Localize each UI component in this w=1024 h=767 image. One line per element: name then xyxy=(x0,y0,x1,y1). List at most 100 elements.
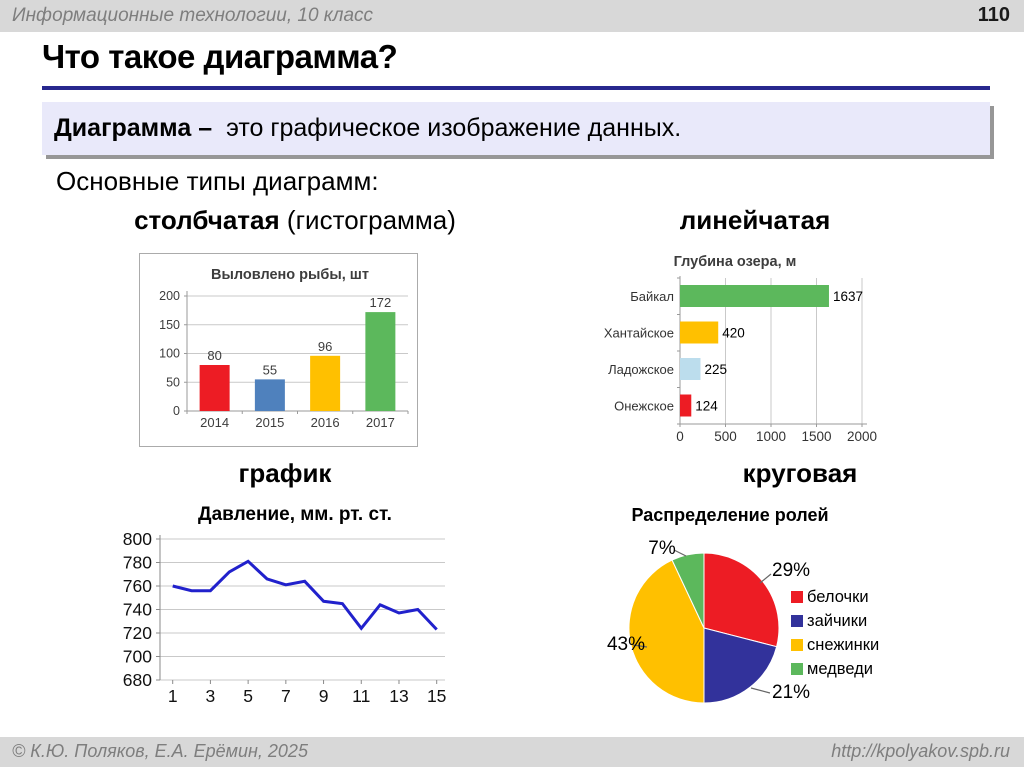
x-tick-label: 15 xyxy=(427,686,446,706)
bar-value-label: 96 xyxy=(318,339,332,354)
chart-title: Распределение ролей xyxy=(631,505,828,525)
x-tick-label: 2014 xyxy=(200,415,229,430)
x-tick-label: 1000 xyxy=(756,429,786,444)
y-tick-label: 780 xyxy=(123,553,152,573)
legend-label: снежинки xyxy=(807,636,879,654)
footer-bar: © К.Ю. Поляков, Е.А. Ерёмин, 2025 http:/… xyxy=(0,737,1024,767)
legend-swatch-зайчики xyxy=(791,615,803,627)
chart-canvas: 0 50 100 150 200 80 2014 55 2015 96 2016 172 2017 Выл… xyxy=(159,267,409,430)
chart-title: Глубина озера, м xyxy=(674,254,797,270)
legend-label: зайчики xyxy=(807,612,867,630)
bar-Ладожское xyxy=(680,358,701,380)
legend-swatch-белочки xyxy=(791,591,803,603)
bar-Онежское xyxy=(680,394,692,417)
x-tick-label: 500 xyxy=(714,429,737,444)
y-tick-label: 0 xyxy=(173,404,180,418)
bar-2015 xyxy=(254,379,285,411)
legend-swatch-снежинки xyxy=(791,639,803,651)
y-tick-label: 800 xyxy=(123,529,152,549)
definition-text: это графическое изображение данных. xyxy=(226,114,682,142)
bar-value-label: 80 xyxy=(207,348,221,363)
bar-2017 xyxy=(365,312,396,411)
label-pie-type: круговая xyxy=(742,458,858,488)
definition-box: Диаграмма – это графическое изображение да… xyxy=(42,102,990,155)
label-hbar-type: линейчатая xyxy=(679,205,831,235)
y-tick-label: 150 xyxy=(159,318,180,332)
chart-title: Давление, мм. рт. ст. xyxy=(198,504,392,525)
course-title: Информационные технологии, 10 класс xyxy=(12,5,374,26)
chart-canvas: 0 500 1000 1500 2000 Байкал 1637 Хантайское 420 Л… xyxy=(604,254,877,444)
chart-canvas: 29% 21% 43% 7% белочки зайчики снежинки медведи… xyxy=(607,505,879,704)
bar-value-label: 225 xyxy=(704,362,727,377)
category-label: Ладожское xyxy=(608,362,674,377)
bar-Хантайское xyxy=(680,321,719,344)
bar-2016 xyxy=(310,355,341,411)
category-label: Байкал xyxy=(630,289,674,304)
x-tick-label: 1500 xyxy=(801,429,831,444)
x-tick-label: 2000 xyxy=(847,429,877,444)
x-tick-label: 3 xyxy=(206,686,216,706)
x-tick-label: 2017 xyxy=(366,415,395,430)
chart-title: Выловлено рыбы, шт xyxy=(211,267,369,283)
legend-swatch-медведи xyxy=(791,663,803,675)
bar-2014 xyxy=(199,365,230,411)
y-tick-label: 50 xyxy=(166,375,180,389)
y-tick-label: 700 xyxy=(123,647,152,667)
x-tick-label: 2015 xyxy=(255,415,284,430)
x-tick-label: 5 xyxy=(243,686,253,706)
pie-chart-roles: 29% 21% 43% 7% белочки зайчики снежинки медведи… xyxy=(565,498,985,716)
title-underline xyxy=(42,86,990,90)
y-tick-label: 740 xyxy=(123,600,152,620)
page-title: Что такое диаграмма? xyxy=(42,38,398,75)
footer-site-link[interactable]: http://kpolyakov.spb.ru xyxy=(831,741,1010,761)
label-leader-line xyxy=(673,549,687,557)
label-bar-type: столбчатая (гистограмма) xyxy=(60,205,530,236)
definition-dash: – xyxy=(198,114,213,142)
header-bar: Информационные технологии, 10 класс 110 xyxy=(0,0,1024,32)
footer-copyright: © К.Ю. Поляков, Е.А. Ерёмин, 2025 xyxy=(12,741,308,761)
label-bar-type-note: (гистограмма) xyxy=(286,205,456,235)
legend-label: медведи xyxy=(807,660,873,678)
bar-value-label: 1637 xyxy=(833,289,863,304)
label-line-type: график xyxy=(238,458,332,488)
hbar-chart-lakes: 0 500 1000 1500 2000 Байкал 1637 Хантайское 420 Л… xyxy=(585,248,885,450)
bar-value-label: 420 xyxy=(722,325,745,340)
line-chart-pressure: 680 700 720 740 760 780 800 1 3 5 7 9 11 13 15 Давление… xyxy=(100,496,480,714)
x-tick-label: 1 xyxy=(168,686,178,706)
y-tick-label: 720 xyxy=(123,623,152,643)
category-label: Хантайское xyxy=(604,325,674,340)
x-tick-label: 9 xyxy=(319,686,329,706)
y-tick-label: 200 xyxy=(159,289,180,303)
y-tick-label: 680 xyxy=(123,670,152,690)
y-tick-label: 760 xyxy=(123,576,152,596)
bar-chart-fish: 0 50 100 150 200 80 2014 55 2015 96 2016 172 2017 Выл… xyxy=(139,253,418,447)
bar-value-label: 124 xyxy=(695,398,718,413)
label-bar-type-bold: столбчатая xyxy=(134,205,280,235)
x-tick-label: 13 xyxy=(389,686,408,706)
x-tick-label: 11 xyxy=(352,686,370,706)
pie-slice-снежинки xyxy=(628,559,705,704)
page-number: 110 xyxy=(977,4,1010,26)
legend-label: белочки xyxy=(807,588,869,606)
definition-term: Диаграмма xyxy=(54,114,192,142)
pie-slice-белочки xyxy=(703,552,780,648)
pie-percent-label: 43% xyxy=(607,634,645,655)
bar-value-label: 172 xyxy=(370,295,392,310)
bar-Байкал xyxy=(680,285,829,307)
pie-slice-зайчики xyxy=(703,627,778,704)
x-tick-label: 2016 xyxy=(311,415,340,430)
subtitle: Основные типы диаграмм: xyxy=(56,166,379,196)
pressure-line xyxy=(172,559,438,631)
pie-slice-медведи xyxy=(671,552,705,629)
pie-percent-label: 7% xyxy=(648,538,676,559)
label-leader-line xyxy=(759,573,772,584)
category-label: Онежское xyxy=(614,398,674,413)
label-leader-line xyxy=(632,644,648,648)
bar-value-label: 55 xyxy=(263,362,277,377)
pie-percent-label: 29% xyxy=(772,560,810,581)
x-tick-label: 0 xyxy=(676,429,684,444)
pie-percent-label: 21% xyxy=(772,682,810,703)
label-leader-line xyxy=(750,687,771,694)
